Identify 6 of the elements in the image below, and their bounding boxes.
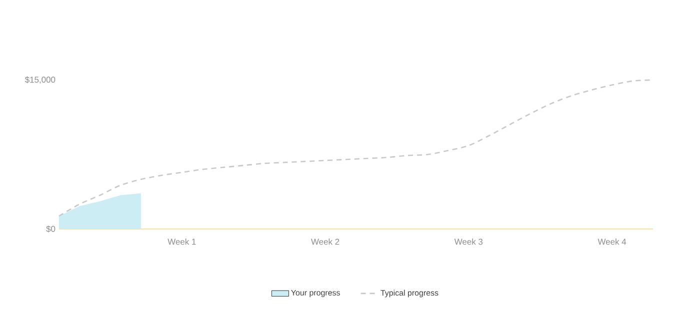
x-tick-label: Week 4 bbox=[598, 238, 626, 245]
y-tick-label: $15,000 bbox=[24, 76, 56, 84]
x-tick-label: Week 1 bbox=[168, 238, 196, 245]
x-tick-label: Week 3 bbox=[454, 238, 483, 245]
y-tick-label: $0 bbox=[46, 226, 56, 232]
x-tick-label: Week 2 bbox=[311, 238, 340, 245]
